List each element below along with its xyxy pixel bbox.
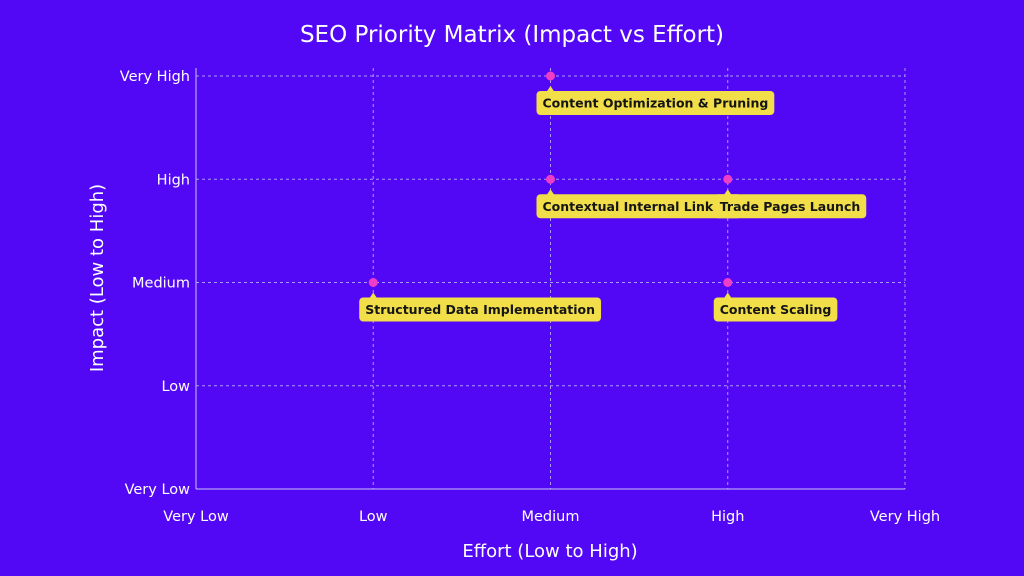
data-point-label-pointer xyxy=(723,189,732,196)
data-point-marker xyxy=(368,278,378,287)
y-tick-label: Very Low xyxy=(125,482,191,498)
data-point-label-pointer xyxy=(546,189,555,196)
data-point-group: Contextual Internal Linking xyxy=(536,174,742,219)
data-point-marker xyxy=(546,174,555,184)
chart-title: SEO Priority Matrix (Impact vs Effort) xyxy=(300,22,724,48)
data-point-group: Trade Pages Launch xyxy=(713,174,867,219)
y-tick-label: High xyxy=(157,172,190,188)
x-axis-title: Effort (Low to High) xyxy=(462,541,637,562)
data-point-label: Content Scaling xyxy=(720,302,832,317)
data-point-label-pointer xyxy=(369,292,378,299)
x-tick-label: Low xyxy=(359,509,388,525)
tick-labels: Very Low Low Medium High Very High Very Low Lo… xyxy=(120,69,940,525)
data-point-label-box xyxy=(536,194,742,219)
data-point-label: Trade Pages Launch xyxy=(720,199,861,214)
grid xyxy=(196,68,906,489)
y-axis-title: Impact (Low to High) xyxy=(87,184,108,372)
data-point-label-box xyxy=(713,297,838,322)
data-point-label-pointer xyxy=(723,292,732,299)
data-point-group: Structured Data Implementation xyxy=(359,278,602,322)
data-points: Content Optimization & Pruning Contextual… xyxy=(359,71,867,322)
data-point-label: Content Optimization & Pruning xyxy=(543,96,769,111)
data-point-label: Contextual Internal Linking xyxy=(543,199,736,214)
x-tick-label: High xyxy=(711,509,744,525)
data-point-label-box xyxy=(359,297,602,322)
data-point-group: Content Optimization & Pruning xyxy=(536,71,775,115)
data-point-label: Structured Data Implementation xyxy=(365,302,595,317)
data-point-marker xyxy=(723,278,733,287)
data-point-marker xyxy=(546,71,555,81)
y-tick-label: Very High xyxy=(120,69,190,85)
data-point-label-pointer xyxy=(546,86,555,92)
x-tick-label: Very High xyxy=(870,509,940,525)
y-tick-label: Low xyxy=(161,379,190,395)
x-tick-label: Very Low xyxy=(163,509,229,525)
data-point-group: Content Scaling xyxy=(713,278,838,322)
data-point-label-box xyxy=(713,194,867,219)
data-point-marker xyxy=(723,174,733,184)
x-tick-label: Medium xyxy=(522,509,580,525)
axes xyxy=(195,68,905,490)
data-point-label-box xyxy=(536,91,775,115)
y-tick-label: Medium xyxy=(132,276,190,292)
